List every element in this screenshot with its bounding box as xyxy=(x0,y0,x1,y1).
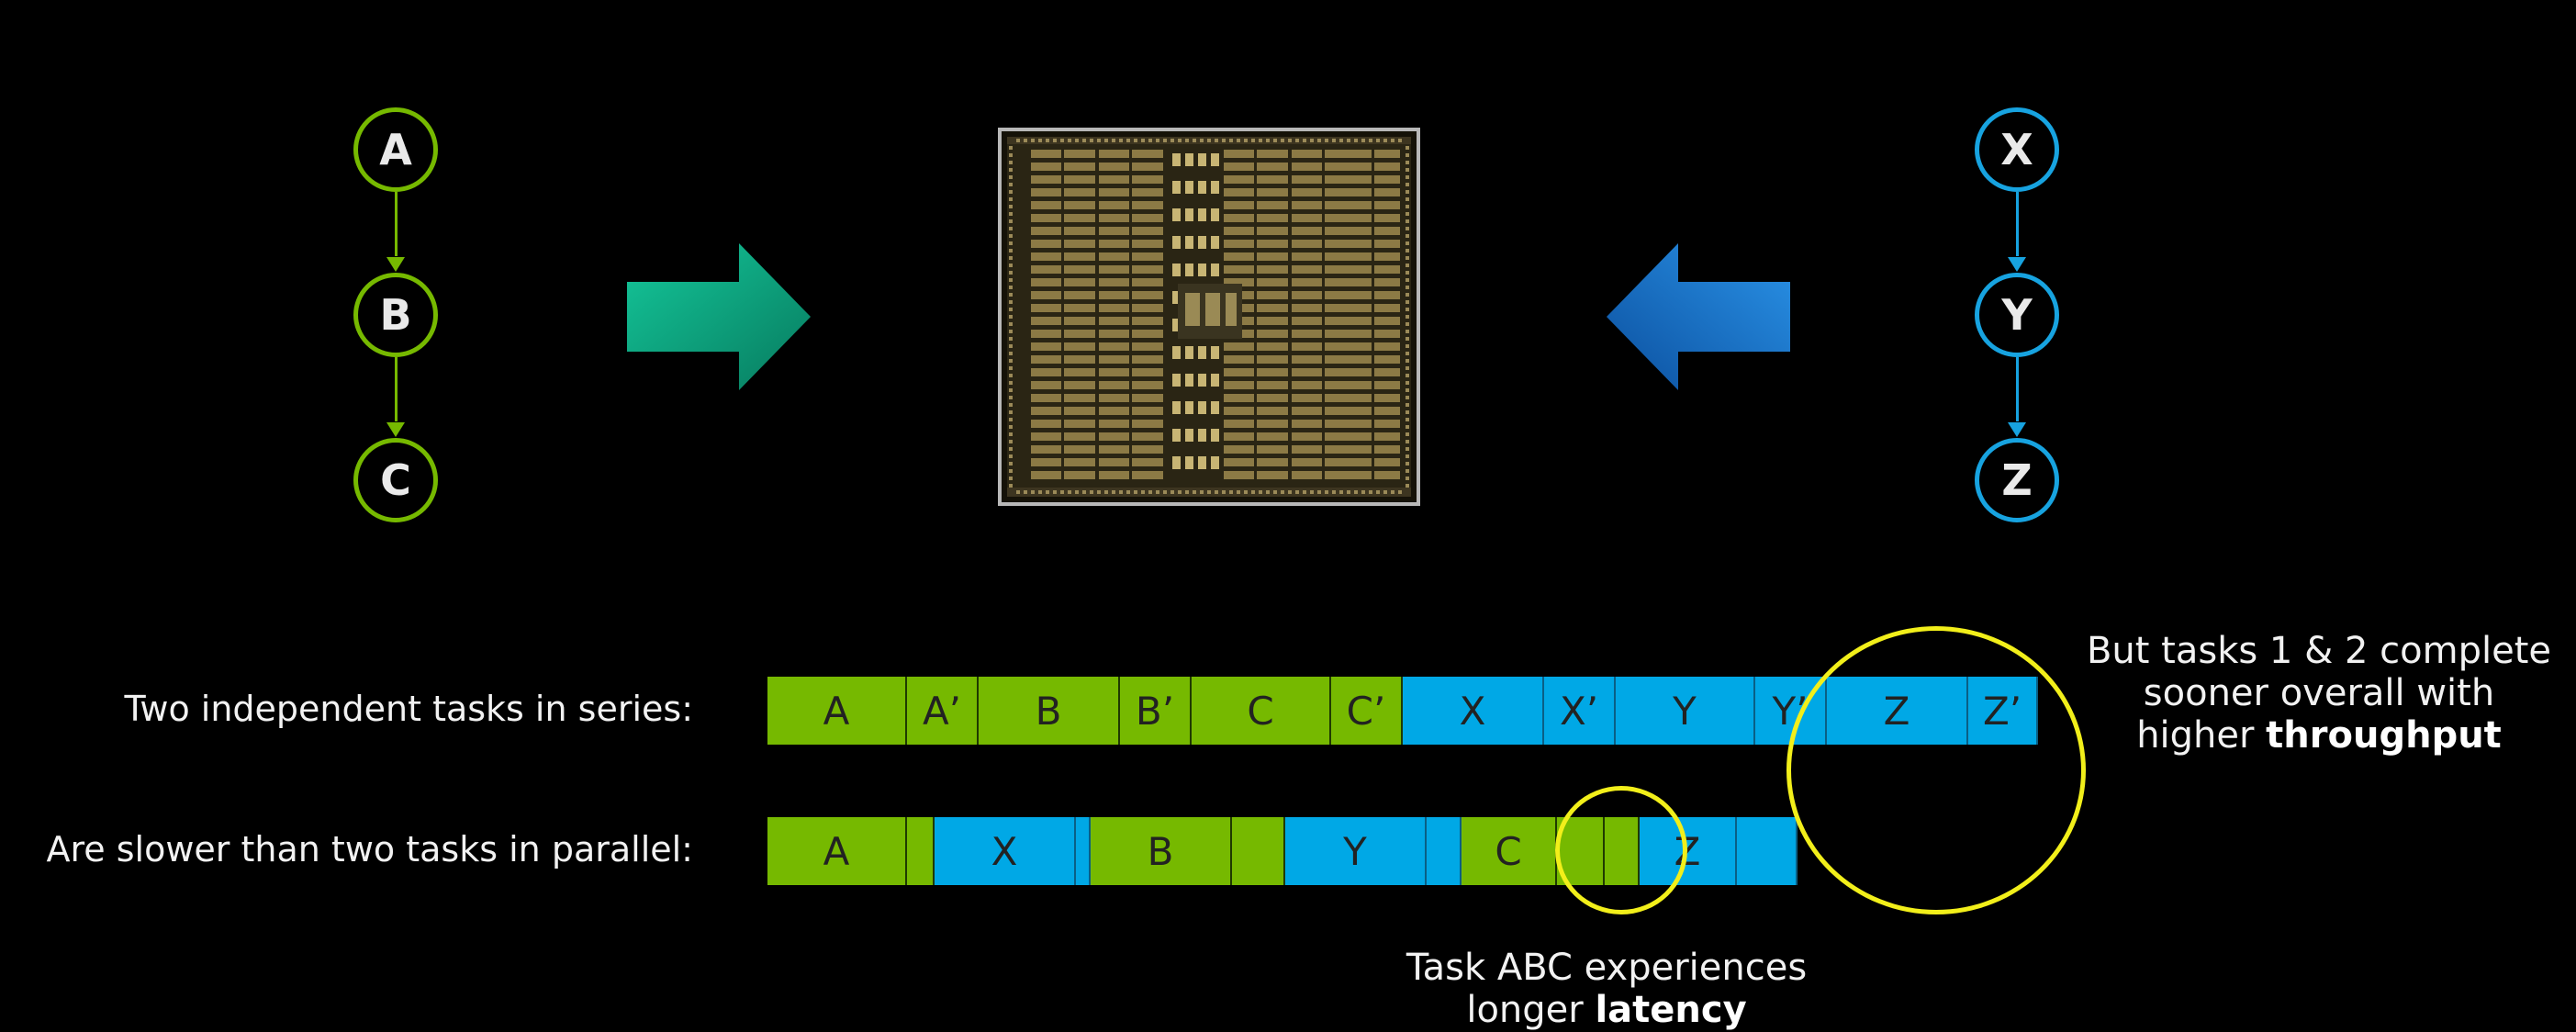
series-segment: Y xyxy=(1616,677,1755,745)
latency-highlight-circle xyxy=(1555,786,1687,914)
latency-note: Task ABC experiences longer latency xyxy=(1406,947,1808,1031)
series-row-label: Two independent tasks in series: xyxy=(124,689,693,729)
parallel-segment: Y xyxy=(1285,817,1427,885)
arrow-right-icon xyxy=(627,243,811,390)
throughput-highlight-circle xyxy=(1786,626,2086,914)
link-x-y xyxy=(2016,192,2019,256)
arrow-left-icon xyxy=(1607,243,1790,390)
arrowhead-a-b xyxy=(386,257,405,272)
series-segment: C’ xyxy=(1331,677,1403,745)
link-y-z xyxy=(2016,357,2019,421)
parallel-segment: A xyxy=(767,817,907,885)
series-segment: A xyxy=(767,677,907,745)
node-a: A xyxy=(353,107,438,192)
node-z: Z xyxy=(1975,438,2059,522)
arrowhead-x-y xyxy=(2008,257,2026,272)
node-c: C xyxy=(353,438,438,522)
parallel-segment: C xyxy=(1462,817,1557,885)
arrowhead-b-c xyxy=(386,422,405,437)
series-segment: A’ xyxy=(907,677,979,745)
parallel-segment xyxy=(1427,817,1462,885)
parallel-segment: B xyxy=(1091,817,1232,885)
gpu-die-image xyxy=(998,128,1420,506)
throughput-note: But tasks 1 & 2 complete sooner overall … xyxy=(2086,630,2551,757)
series-segment: B’ xyxy=(1120,677,1192,745)
series-segment: X’ xyxy=(1544,677,1616,745)
parallel-segment: X xyxy=(935,817,1076,885)
parallel-segment xyxy=(907,817,935,885)
node-b: B xyxy=(353,273,438,357)
link-a-b xyxy=(395,192,398,256)
parallel-row-label: Are slower than two tasks in parallel: xyxy=(46,829,693,869)
parallel-segment xyxy=(1076,817,1091,885)
parallel-segment xyxy=(1737,817,1798,885)
node-x: X xyxy=(1975,107,2059,192)
arrowhead-y-z xyxy=(2008,422,2026,437)
node-y: Y xyxy=(1975,273,2059,357)
series-segment: C xyxy=(1192,677,1331,745)
parallel-segment xyxy=(1232,817,1285,885)
series-segment: X xyxy=(1403,677,1544,745)
series-segment: B xyxy=(979,677,1120,745)
link-b-c xyxy=(395,357,398,421)
